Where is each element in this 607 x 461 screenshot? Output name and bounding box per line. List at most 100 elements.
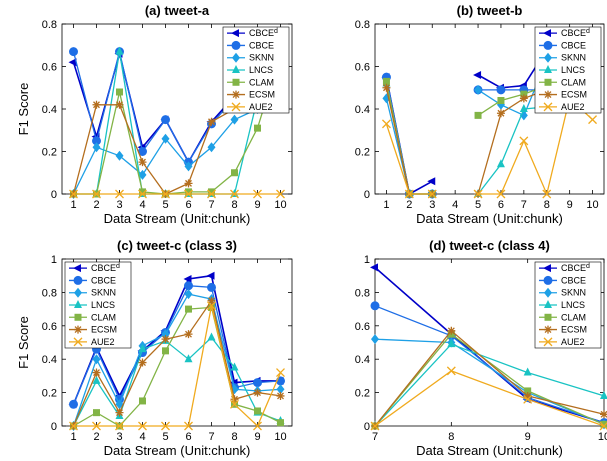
data-point (207, 189, 216, 199)
x-tick-label: 10 (598, 431, 607, 443)
data-point (138, 189, 147, 199)
x-tick-label: 8 (231, 199, 237, 211)
x-tick-label: 10 (274, 199, 286, 211)
y-tick-label: 0.6 (42, 62, 57, 74)
data-point (473, 189, 483, 199)
data-point (115, 100, 124, 109)
data-point (496, 109, 505, 118)
series-aue2 (69, 189, 285, 199)
y-tick-label: 0.2 (355, 388, 370, 400)
series-line (374, 370, 605, 427)
legend-entry: LNCS (561, 65, 585, 75)
data-point (523, 367, 532, 376)
legend-marker (73, 337, 83, 347)
series-line (72, 51, 282, 195)
y-tick-label: 0.4 (42, 104, 57, 116)
y-tick-label: 0 (364, 189, 370, 201)
x-tick-label: 8 (544, 199, 550, 211)
data-point (230, 189, 239, 199)
x-tick-label: 2 (93, 199, 99, 211)
data-point (253, 378, 262, 388)
x-tick-label: 10 (586, 199, 598, 211)
data-point (230, 399, 239, 409)
legend-entry: CBCE (561, 40, 586, 50)
legend: CBCEd CBCE SKNN LNCS CLAM ECSM AUE2 (222, 26, 290, 114)
y-tick-label: 0.6 (355, 62, 370, 74)
data-point (276, 189, 285, 199)
data-point (230, 189, 239, 197)
data-point (184, 161, 193, 172)
data-point (520, 90, 528, 98)
x-tick-label: 4 (452, 199, 458, 211)
data-point (139, 397, 146, 405)
data-point (138, 158, 147, 167)
data-point (207, 117, 216, 126)
data-point (92, 375, 101, 384)
data-point (427, 177, 436, 186)
data-point (447, 339, 456, 348)
data-point (207, 142, 216, 153)
data-point (207, 332, 216, 341)
x-axis-label: Data Stream (Unit:chunk) (104, 211, 251, 226)
x-axis-label: Data Stream (Unit:chunk) (416, 443, 563, 458)
data-point (230, 362, 239, 371)
legend: CBCEd CBCE SKNN LNCS CLAM ECSM AUE2 (64, 261, 132, 349)
x-tick-label: 3 (429, 199, 435, 211)
data-point (404, 189, 414, 199)
data-point (115, 189, 124, 199)
data-point (253, 189, 262, 199)
legend-entry: CLAM (561, 77, 586, 87)
legend-marker (544, 78, 552, 86)
legend-entry: CBCEd (91, 263, 120, 273)
data-point (69, 189, 78, 199)
data-point (207, 282, 216, 292)
legend-entry: AUE2 (91, 337, 115, 347)
legend-marker (544, 313, 552, 321)
legend-marker (232, 90, 240, 99)
data-point (68, 58, 77, 67)
series-line (374, 329, 605, 427)
data-point (276, 391, 285, 400)
series-line (72, 274, 281, 405)
panel-title: (d) tweet-c (class 4) (429, 238, 550, 253)
data-point (230, 395, 239, 404)
data-point (183, 275, 192, 284)
data-point (161, 115, 170, 125)
series-line (73, 305, 282, 428)
legend-entry: CBCEd (561, 28, 590, 38)
legend-entry: LNCS (91, 300, 115, 310)
data-point (519, 94, 528, 103)
series-aue2 (370, 366, 607, 431)
data-point (184, 330, 193, 339)
x-tick-label: 8 (231, 431, 237, 443)
data-point (523, 391, 532, 400)
data-point (184, 281, 193, 291)
legend-entry: CBCE (249, 40, 274, 50)
legend-entry: SKNN (91, 288, 116, 298)
data-point (446, 366, 456, 376)
legend-marker (73, 264, 81, 273)
legend-entry: CLAM (561, 312, 586, 322)
legend-entry: CBCE (91, 275, 116, 285)
legend-marker (232, 78, 240, 86)
legend-entry: ECSM (249, 90, 275, 100)
data-point (473, 71, 482, 79)
y-tick-label: 0 (51, 189, 57, 201)
y-tick-label: 0.4 (355, 354, 370, 366)
x-tick-label: 1 (70, 199, 76, 211)
data-point (185, 188, 192, 196)
x-tick-label: 5 (475, 199, 481, 211)
data-point (184, 189, 193, 199)
series-line (374, 343, 605, 427)
y-tick-label: 1 (51, 254, 57, 266)
x-tick-label: 7 (521, 199, 527, 211)
data-point (207, 301, 216, 311)
legend-marker (544, 90, 552, 99)
series-line (374, 305, 605, 424)
series-aue2 (69, 301, 285, 431)
x-tick-label: 9 (525, 431, 531, 443)
y-tick-label: 0.8 (42, 19, 57, 31)
legend-entry: CLAM (91, 312, 116, 322)
panel-4: (d) tweet-c (class 4) 0 0.2 0.4 0.6 0.8 1 7 8 9 10… (355, 238, 607, 458)
data-point (588, 115, 598, 125)
